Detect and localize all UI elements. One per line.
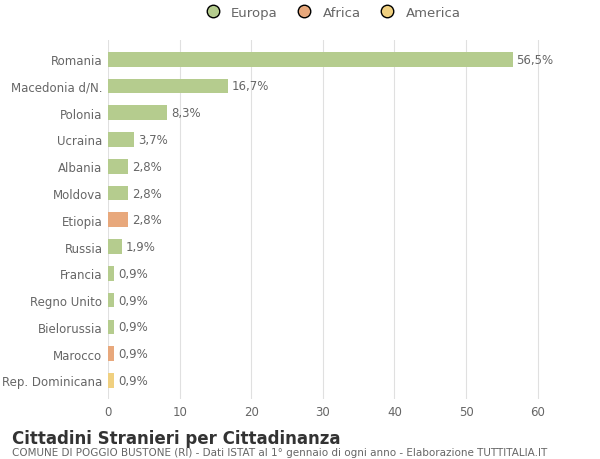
Bar xyxy=(108,293,115,308)
Text: 8,3%: 8,3% xyxy=(171,107,200,120)
Text: 56,5%: 56,5% xyxy=(516,54,553,67)
Bar xyxy=(108,160,128,174)
Text: 16,7%: 16,7% xyxy=(231,80,269,93)
Text: 2,8%: 2,8% xyxy=(131,214,161,227)
Text: 0,9%: 0,9% xyxy=(118,267,148,280)
Text: Cittadini Stranieri per Cittadinanza: Cittadini Stranieri per Cittadinanza xyxy=(12,429,341,447)
Bar xyxy=(108,347,115,361)
Bar xyxy=(108,240,122,254)
Text: 0,9%: 0,9% xyxy=(118,294,148,307)
Text: 1,9%: 1,9% xyxy=(125,241,155,253)
Bar xyxy=(108,266,115,281)
Bar xyxy=(108,373,115,388)
Text: 3,7%: 3,7% xyxy=(138,134,168,147)
Text: 0,9%: 0,9% xyxy=(118,321,148,334)
Bar xyxy=(108,53,512,67)
Text: 0,9%: 0,9% xyxy=(118,374,148,387)
Text: COMUNE DI POGGIO BUSTONE (RI) - Dati ISTAT al 1° gennaio di ogni anno - Elaboraz: COMUNE DI POGGIO BUSTONE (RI) - Dati IST… xyxy=(12,448,547,458)
Bar xyxy=(108,186,128,201)
Text: 2,8%: 2,8% xyxy=(131,187,161,200)
Text: 0,9%: 0,9% xyxy=(118,347,148,360)
Text: 2,8%: 2,8% xyxy=(131,160,161,174)
Bar xyxy=(108,133,134,147)
Bar xyxy=(108,213,128,228)
Bar xyxy=(108,106,167,121)
Bar xyxy=(108,79,227,94)
Bar xyxy=(108,320,115,335)
Legend: Europa, Africa, America: Europa, Africa, America xyxy=(194,1,466,25)
